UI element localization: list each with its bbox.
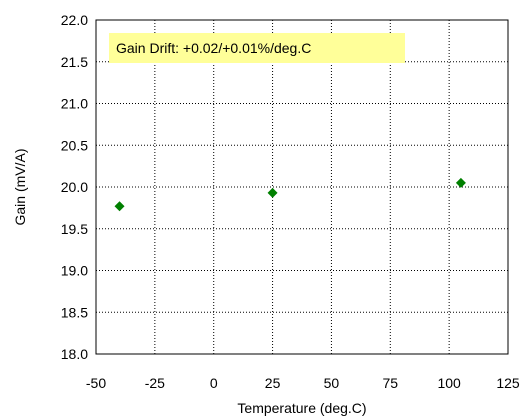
x-tick-label: -25 xyxy=(145,375,165,391)
tick-labels: -50 -25 0 25 50 75 100 125 18.0 18.5 19.0 19.5 20.0 2… xyxy=(61,12,520,391)
x-tick-label: 75 xyxy=(382,375,398,391)
plot-frame xyxy=(96,20,508,354)
y-tick-label: 21.0 xyxy=(61,96,88,112)
y-tick-label: 21.5 xyxy=(61,54,88,70)
x-tick-label: 100 xyxy=(437,375,461,391)
y-tick-label: 19.0 xyxy=(61,263,88,279)
data-points xyxy=(115,178,466,211)
y-tick-label: 22.0 xyxy=(61,12,88,28)
y-tick-label: 20.5 xyxy=(61,137,88,153)
y-tick-label: 19.5 xyxy=(61,221,88,237)
x-tick-label: 50 xyxy=(324,375,340,391)
data-point xyxy=(115,201,125,211)
y-tick-label: 18.5 xyxy=(61,304,88,320)
y-axis-label: Gain (mV/A) xyxy=(12,148,28,225)
y-tick-label: 18.0 xyxy=(61,346,88,362)
annotation-text: Gain Drift: +0.02/+0.01%/deg.C xyxy=(116,40,311,56)
x-axis-label: Temperature (deg.C) xyxy=(237,400,366,416)
data-point xyxy=(268,188,278,198)
x-tick-label: 25 xyxy=(265,375,281,391)
gridlines xyxy=(96,20,508,354)
annotation-box: Gain Drift: +0.02/+0.01%/deg.C xyxy=(109,33,405,63)
x-tick-label: -50 xyxy=(86,375,106,391)
x-tick-label: 125 xyxy=(496,375,520,391)
y-tick-label: 20.0 xyxy=(61,179,88,195)
x-tick-label: 0 xyxy=(210,375,218,391)
data-point xyxy=(456,178,466,188)
